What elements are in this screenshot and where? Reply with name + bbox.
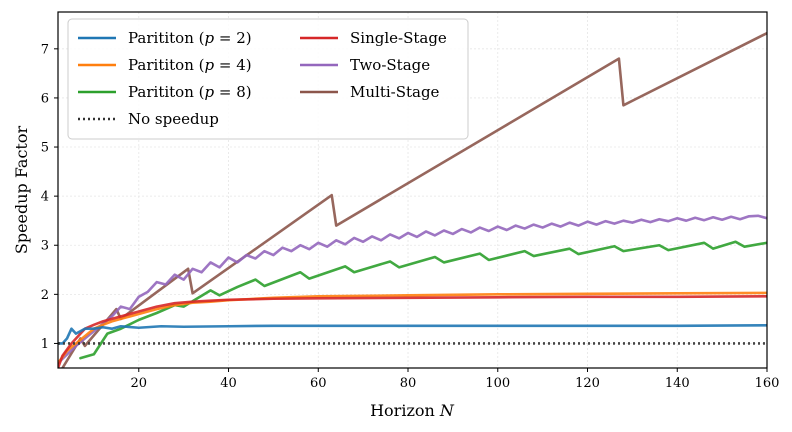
y-tick-label: 6: [41, 91, 49, 106]
x-tick-label: 60: [310, 376, 327, 391]
legend-label: Multi-Stage: [350, 83, 440, 101]
y-tick-label: 7: [41, 42, 49, 57]
x-tick-label: 80: [400, 376, 417, 391]
series-lines: [58, 31, 767, 368]
y-axis-title: Speedup Factor: [12, 126, 31, 255]
legend-label: No speedup: [128, 110, 219, 128]
x-tick-label: 160: [755, 376, 780, 391]
legend-label: Parititon (p = 2): [128, 29, 252, 47]
legend-label: Parititon (p = 8): [128, 83, 252, 101]
legend: Parititon (p = 2) Parititon (p = 4) Pariti…: [67, 18, 469, 140]
y-tick-label: 3: [41, 239, 49, 254]
legend-label: Parititon (p = 4): [128, 56, 252, 74]
x-tick-label: 20: [130, 376, 147, 391]
series-line-parititon-p-8: [79, 240, 767, 360]
legend-box: [67, 18, 469, 140]
x-axis-title: Horizon N: [370, 401, 455, 420]
series-line-parititon-p-2: [58, 323, 767, 345]
legend-label: Single-Stage: [350, 29, 447, 47]
y-tick-label: 5: [41, 141, 49, 156]
axis-ticks: 20 40 60 80 100 120 140 160 1 2 3 4 5 6 7: [41, 42, 780, 391]
x-tick-label: 120: [575, 376, 600, 391]
series-line-single-stage: [58, 295, 767, 368]
series-line-two-stage: [58, 214, 767, 365]
legend-label: Two-Stage: [350, 56, 430, 74]
y-tick-label: 4: [41, 190, 49, 205]
x-tick-label: 40: [220, 376, 237, 391]
y-tick-label: 2: [41, 288, 49, 303]
y-tick-label: 1: [41, 337, 49, 352]
plot-frame: [57, 11, 768, 369]
x-tick-label: 140: [665, 376, 690, 391]
series-line-parititon-p-4: [58, 291, 767, 365]
x-tick-label: 100: [485, 376, 510, 391]
